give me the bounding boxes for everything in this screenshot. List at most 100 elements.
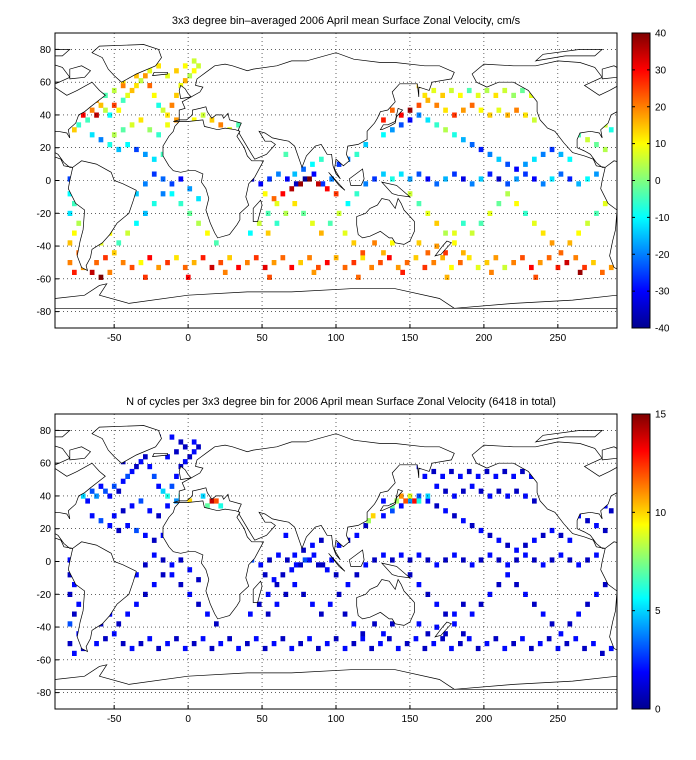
data-cell [327,601,333,607]
grid-layer [55,33,617,328]
data-cell [549,527,555,534]
data-cell [540,532,546,538]
data-cell [262,572,268,578]
panel-cycles: N of cycles per 3x3 degree bin for 2006 … [37,396,667,725]
data-cell [487,552,493,558]
data-cell [478,601,484,607]
data-cell [156,483,161,489]
data-cell [422,92,428,98]
coastline [55,445,106,549]
data-cell [276,171,281,177]
data-cell [191,68,197,74]
data-cell [107,269,113,275]
data-cell [174,473,179,479]
data-cell [191,58,197,64]
data-cell [283,532,289,538]
data-cell [111,513,117,519]
y-tick-label: 60 [40,459,52,470]
coastline [356,578,415,626]
data-cell [196,444,201,450]
data-cell [466,87,472,94]
data-cell [594,523,599,529]
coastline [252,580,263,603]
coastline [534,430,604,443]
data-cell [151,537,157,543]
colorbar-tick-label: -40 [655,324,670,335]
data-cell [394,498,400,504]
data-cell [440,92,445,98]
data-cell [416,552,422,558]
data-cell [196,220,201,226]
data-cell [134,572,139,578]
data-cell [205,503,210,509]
x-tick-label: 200 [476,714,493,725]
data-cell [196,63,201,69]
data-cell [324,641,330,647]
data-cell [523,542,528,548]
data-cell [116,488,122,494]
data-cell [178,176,184,182]
data-cell [398,493,404,499]
data-cell [452,513,457,519]
data-cell [169,434,175,440]
data-cell [143,181,148,187]
data-cell [327,220,333,226]
data-cell [143,532,148,538]
data-cell [493,473,499,479]
data-cell [540,562,546,568]
data-cell [434,601,440,607]
y-tick-label: 0 [45,557,51,568]
data-cell [469,181,475,187]
data-cell [187,73,193,79]
data-cell [67,260,73,266]
data-cell [134,527,139,534]
data-cell [187,454,193,460]
data-cell [407,557,413,563]
data-cell [329,557,334,563]
data-cell [555,645,561,652]
data-cell [602,201,608,207]
data-cell [434,503,440,509]
data-cell [431,641,437,647]
data-cell [191,641,197,647]
data-cell [209,117,215,123]
data-cell [178,582,184,588]
data-cell [182,444,188,450]
data-cell [169,483,175,489]
data-cell [134,464,139,470]
data-cell [324,567,330,573]
colorbar-tick-label: 40 [655,29,667,40]
data-cell [196,601,201,607]
data-cell [502,468,508,475]
data-cell [434,220,440,226]
data-cell [577,269,583,275]
data-cell [558,171,564,177]
data-cell [214,240,219,246]
data-cell [360,250,366,256]
data-cell [608,645,614,652]
data-cell [174,117,179,123]
data-cell [443,250,448,256]
y-tick-label: -80 [37,688,52,699]
data-cell [478,107,484,113]
data-cell [523,210,528,216]
data-cell [514,488,519,494]
data-cell [403,498,408,504]
data-cell [416,240,422,246]
data-cell [466,636,472,642]
data-cell [129,87,135,94]
data-cell [461,250,466,256]
data-cell [422,264,428,271]
x-tick-label: 50 [257,714,269,725]
data-cell [594,552,599,558]
x-tick-label: 250 [549,714,566,725]
data-cell [151,171,157,177]
data-cell [289,186,295,192]
data-cell [469,523,475,529]
data-cell [191,117,197,123]
data-cell [390,240,395,246]
colorbar-tick-label: 30 [655,65,667,76]
colorbar-tick-label: -30 [655,287,670,298]
data-cell [320,562,326,568]
data-cell [169,102,175,108]
